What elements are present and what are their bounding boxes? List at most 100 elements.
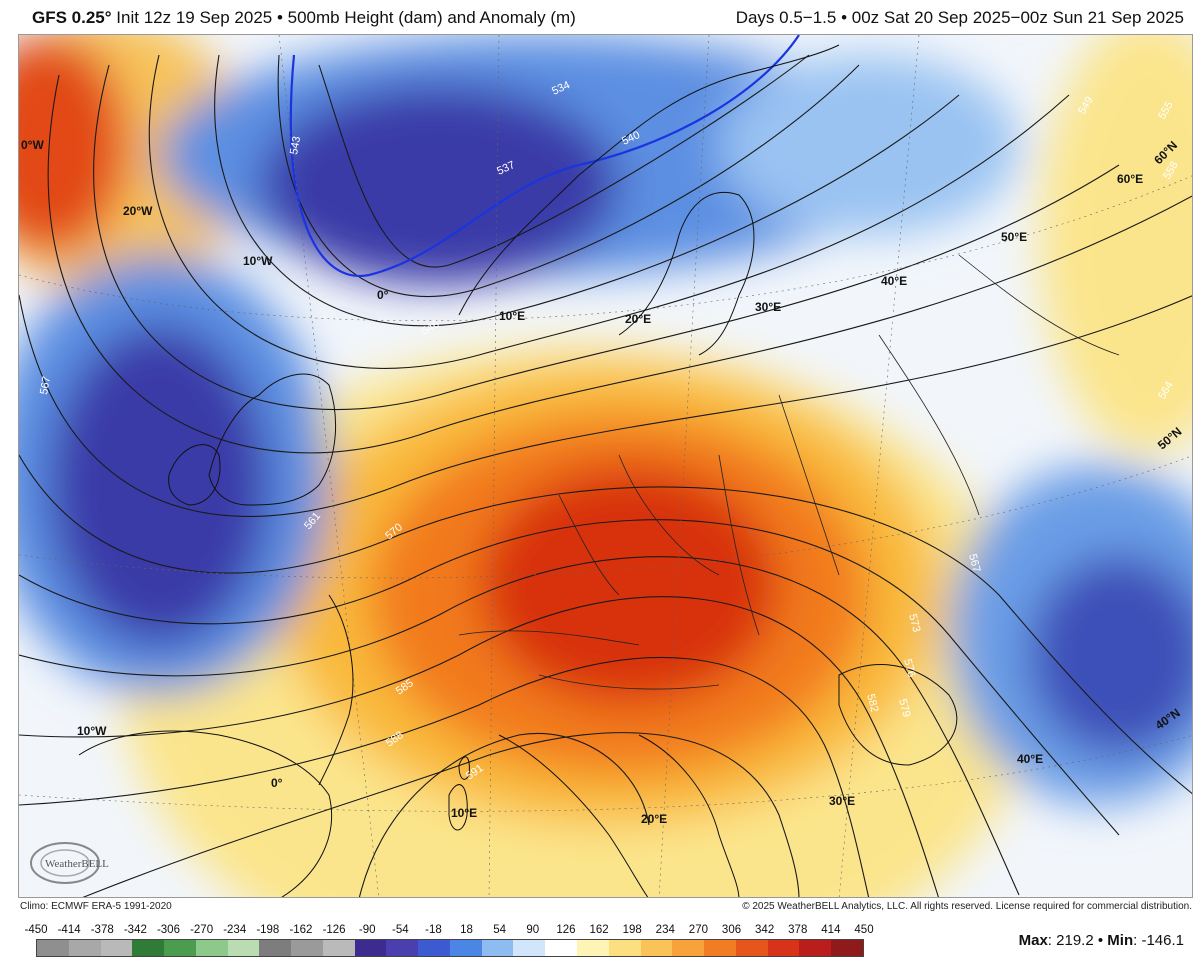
colorbar-swatch — [640, 940, 673, 956]
colorbar-tick-label: 90 — [526, 924, 540, 936]
colorbar-tick-label: -90 — [358, 924, 376, 936]
border-line — [958, 254, 1120, 356]
colorbar-tick-label: 162 — [589, 924, 609, 936]
height-contour — [19, 556, 1020, 896]
colorbar-swatch — [100, 940, 133, 956]
colorbar-tick-label: -270 — [190, 924, 214, 936]
colorbar-tick-label: -414 — [57, 924, 81, 936]
coastline-italy — [498, 734, 649, 897]
coastline-black-sea — [838, 664, 958, 766]
height-contour — [358, 733, 650, 897]
colorbar-swatch — [37, 940, 69, 956]
border-line — [778, 394, 840, 576]
height-contours — [19, 54, 1192, 897]
grid-label: 0°W — [21, 138, 44, 152]
anomaly-field — [19, 35, 1192, 897]
contour-label: 543 — [288, 135, 303, 155]
grid-label: 40°E — [881, 274, 907, 288]
weatherbell-logo: WeatherBELL — [25, 837, 135, 887]
border-line — [618, 454, 720, 576]
coastline-scandinavia — [458, 44, 840, 316]
graticule-line — [19, 455, 1192, 579]
max-value: 219.2 — [1056, 932, 1094, 949]
coastline-baltic — [618, 191, 755, 356]
anomaly-warm-nw-core — [19, 35, 129, 255]
coastline-iberia — [78, 730, 333, 897]
grid-label: 10°W — [243, 254, 273, 268]
map-title: GFS 0.25° Init 12z 19 Sep 2025 • 500mb H… — [32, 8, 576, 28]
grid-label: 20°E — [625, 312, 651, 326]
grid-label: 20°E — [641, 812, 667, 826]
grid-label: 10°E — [451, 806, 477, 820]
border-line — [558, 494, 620, 596]
colorbar-swatch — [704, 940, 736, 956]
height-contour — [214, 54, 960, 327]
contour-label: 582 — [864, 693, 880, 714]
colorbar-swatch — [132, 940, 165, 956]
colorbar-swatch — [354, 940, 387, 956]
height-contour — [19, 519, 1120, 836]
coastline-balkans — [638, 734, 740, 897]
colorbar-swatches — [36, 939, 864, 957]
colorbar-tick-label: 18 — [460, 924, 473, 936]
anomaly-cold-north-core — [259, 85, 619, 285]
min-value: -146.1 — [1141, 932, 1184, 949]
colorbar-swatch — [195, 940, 228, 956]
coastline-britain — [208, 373, 336, 506]
colorbar-tick-label: 198 — [622, 924, 642, 936]
colorbar-tick-label: -450 — [24, 924, 48, 936]
grid-label: 0° — [377, 288, 389, 302]
colorbar-tick-label: 306 — [721, 924, 742, 936]
colorbar-swatch — [831, 940, 863, 956]
init-text: Init 12z 19 Sep 2025 • 500mb Height (dam… — [116, 8, 576, 27]
logo-text: WeatherBELL — [45, 858, 109, 870]
height-contour — [19, 454, 1192, 795]
map-canvas: 534 537 540 543 546 549 555 558 561 564 … — [19, 35, 1192, 897]
colorbar-swatch — [545, 940, 578, 956]
coastline-ireland — [168, 444, 221, 506]
colorbar-swatch — [767, 940, 800, 956]
anomaly-colorbar: -450 -414 -378 -342 -306 -270 -234 -198 -162 -126… — [24, 924, 874, 957]
grid-label: 0° — [271, 776, 283, 790]
grid-label: 40°E — [1017, 752, 1043, 766]
height-contour — [318, 54, 810, 268]
height-contour — [148, 54, 1070, 369]
weatherbell-logo-mark: WeatherBELL — [30, 842, 109, 884]
border-line — [878, 334, 980, 516]
anomaly-warm-core — [479, 465, 779, 705]
borders — [458, 254, 1120, 690]
coastline-sardinia — [448, 784, 468, 831]
weather-map: 534 537 540 543 546 549 555 558 561 564 … — [18, 34, 1193, 898]
colorbar-tick-label: 342 — [755, 924, 775, 936]
grid-label: 10°W — [77, 724, 107, 738]
colorbar-tick-label: 414 — [821, 924, 841, 936]
height-contour — [277, 54, 860, 297]
height-contour — [19, 596, 939, 897]
graticule-line — [488, 35, 500, 897]
colorbar-tick-label: -162 — [289, 924, 313, 936]
graticule — [19, 35, 1192, 897]
height-contour — [82, 732, 800, 897]
anomaly-cold-north-east — [719, 55, 1019, 235]
colorbar-swatch — [481, 940, 514, 956]
colorbar-swatch — [291, 940, 323, 956]
colorbar-tick-label: 378 — [788, 924, 808, 936]
colorbar-swatch — [799, 940, 832, 956]
max-anomaly-contour — [289, 35, 800, 278]
colorbar-swatch — [735, 940, 768, 956]
grid-label: 50°E — [1001, 230, 1027, 244]
coastline-france — [318, 594, 354, 786]
grid-label: 20°W — [123, 204, 153, 218]
colorbar-swatch — [608, 940, 641, 956]
graticule-line — [278, 35, 380, 897]
coastline-corsica — [458, 756, 470, 780]
colorbar-tick-label: -234 — [223, 924, 247, 936]
colorbar-tick-labels: -450 -414 -378 -342 -306 -270 -234 -198 -162 -126… — [24, 924, 873, 938]
colorbar-swatch — [227, 940, 260, 956]
colorbar-swatch — [68, 940, 101, 956]
colorbar-tick-label: 234 — [655, 924, 675, 936]
graticule-line — [19, 735, 1192, 812]
colorbar-swatch — [418, 940, 450, 956]
coastlines — [78, 44, 958, 897]
colorbar-tick-label: 450 — [854, 924, 874, 936]
